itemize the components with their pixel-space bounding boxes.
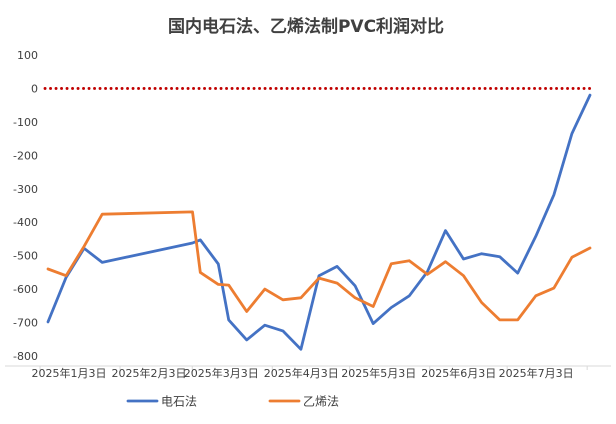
- legend-label-2: 乙烯法: [303, 395, 339, 409]
- chart-title: 国内电石法、乙烯法制PVC利润对比: [168, 16, 444, 37]
- y-tick-label: -200: [13, 149, 38, 162]
- y-tick-label: -600: [13, 283, 38, 296]
- y-tick-label: -500: [13, 250, 38, 263]
- series-layer: [46, 93, 592, 351]
- x-tick-label: 2025年2月3日: [112, 366, 187, 380]
- y-tick-label: -800: [13, 350, 38, 363]
- series-line-2: [46, 210, 592, 322]
- y-tick-label: -100: [13, 116, 38, 129]
- x-tick-label: 2025年4月3日: [264, 366, 339, 380]
- y-tick-label: 0: [31, 82, 38, 95]
- y-tick-label: 100: [17, 49, 38, 62]
- legend: 电石法 乙烯法: [126, 395, 339, 409]
- x-tick-label: 2025年7月3日: [499, 366, 574, 380]
- y-tick-label: -300: [13, 183, 38, 196]
- x-tick-label: 2025年1月3日: [32, 366, 107, 380]
- x-tick-label: 2025年6月3日: [421, 366, 496, 380]
- y-axis-labels: 100 0 -100 -200 -300 -400 -500 -600 -700 -800: [13, 49, 38, 363]
- series-line-1: [46, 93, 592, 351]
- x-tick-label: 2025年5月3日: [341, 366, 416, 380]
- y-tick-label: -400: [13, 216, 38, 229]
- x-tick-label: 2025年3月3日: [184, 366, 259, 380]
- y-tick-label: -700: [13, 317, 38, 330]
- legend-label-1: 电石法: [161, 395, 197, 409]
